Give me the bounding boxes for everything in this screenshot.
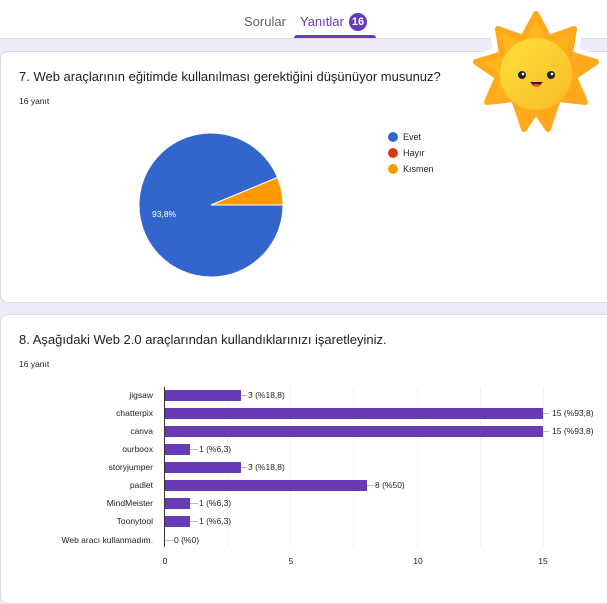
leader-line — [543, 431, 549, 432]
pie-chart — [138, 132, 284, 278]
legend-dot-icon — [388, 131, 398, 142]
bar-value-label: 1 (%6,3) — [199, 444, 232, 454]
legend-item-hayir: Hayır — [388, 147, 425, 159]
bar-ourboox[interactable] — [165, 444, 190, 455]
leader-line — [190, 503, 198, 504]
bar-canva[interactable] — [165, 426, 543, 437]
legend-label: Evet — [403, 132, 422, 142]
leader-line — [241, 395, 247, 396]
x-tick-label: 15 — [538, 556, 548, 566]
bar-category-label: Web aracı kullanmadım. — [61, 535, 154, 545]
bar-category-label: padlet — [129, 480, 153, 490]
bar-value-label: 0 (%0) — [174, 535, 200, 545]
y-axis-line — [164, 387, 165, 547]
leader-line — [190, 449, 198, 450]
bar-category-label: MindMeister — [106, 498, 153, 508]
leader-line — [367, 485, 375, 486]
x-tick-label: 10 — [413, 556, 423, 566]
bar-category-label: storyjumper — [108, 462, 153, 472]
question-8-card: 8. Aşağıdaki Web 2.0 araçlarından kullan… — [0, 314, 607, 604]
tab-responses[interactable]: Yanıtlar — [300, 14, 344, 29]
bar-jigsaw[interactable] — [165, 390, 241, 401]
gridline — [480, 387, 481, 547]
legend-item-evet: Evet — [388, 131, 421, 143]
x-tick-label: 0 — [162, 556, 168, 566]
gridline — [417, 387, 418, 547]
question-7-response-count: 16 yanıt — [19, 96, 50, 106]
bar-category-label: jigsaw — [129, 390, 153, 400]
bar-category-label: ourboox — [122, 444, 153, 454]
leader-line — [241, 467, 247, 468]
question-8-response-count: 16 yanıt — [19, 359, 50, 369]
bar-value-label: 8 (%50) — [375, 480, 405, 490]
bar-value-label: 1 (%6,3) — [199, 516, 232, 526]
gridline — [543, 387, 544, 547]
bar-value-label: 3 (%18,8) — [248, 462, 285, 472]
tab-questions[interactable]: Sorular — [244, 14, 286, 29]
sun-sticker-icon — [466, 4, 606, 141]
gridline — [290, 387, 291, 547]
legend-dot-icon — [388, 147, 398, 158]
bar-chatterpix[interactable] — [165, 408, 543, 419]
bar-value-label: 3 (%18,8) — [248, 390, 285, 400]
bar-storyjumper[interactable] — [165, 462, 241, 473]
leader-line — [165, 540, 173, 541]
pie-slice-label: 93,8% — [152, 209, 177, 219]
leader-line — [190, 521, 198, 522]
bar-toonytool[interactable] — [165, 516, 190, 527]
legend-label: Kısmen — [403, 164, 434, 174]
legend-item-kismen: Kısmen — [388, 163, 434, 175]
top-tab-bar: Sorular Yanıtlar 16 — [0, 0, 607, 39]
active-tab-indicator — [294, 35, 376, 38]
bar-mindmeister[interactable] — [165, 498, 190, 509]
responses-count-badge: 16 — [349, 13, 367, 31]
bar-category-label: canva — [130, 426, 153, 436]
question-7-title: 7. Web araçlarının eğitimde kullanılması… — [19, 69, 441, 84]
legend-label: Hayır — [403, 148, 425, 158]
legend-dot-icon — [388, 163, 398, 174]
pie-slice-kismen[interactable] — [210, 176, 284, 206]
gridline — [353, 387, 354, 547]
x-tick-label: 5 — [288, 556, 294, 566]
bar-value-label: 1 (%6,3) — [199, 498, 232, 508]
bar-category-label: chatterpix — [116, 408, 153, 418]
leader-line — [543, 413, 549, 414]
bar-value-label: 15 (%93,8) — [552, 426, 594, 436]
question-8-title: 8. Aşağıdaki Web 2.0 araçlarından kullan… — [19, 332, 387, 347]
bar-category-label: Toonytool — [116, 516, 153, 526]
bar-padlet[interactable] — [165, 480, 367, 491]
bar-value-label: 15 (%93,8) — [552, 408, 594, 418]
